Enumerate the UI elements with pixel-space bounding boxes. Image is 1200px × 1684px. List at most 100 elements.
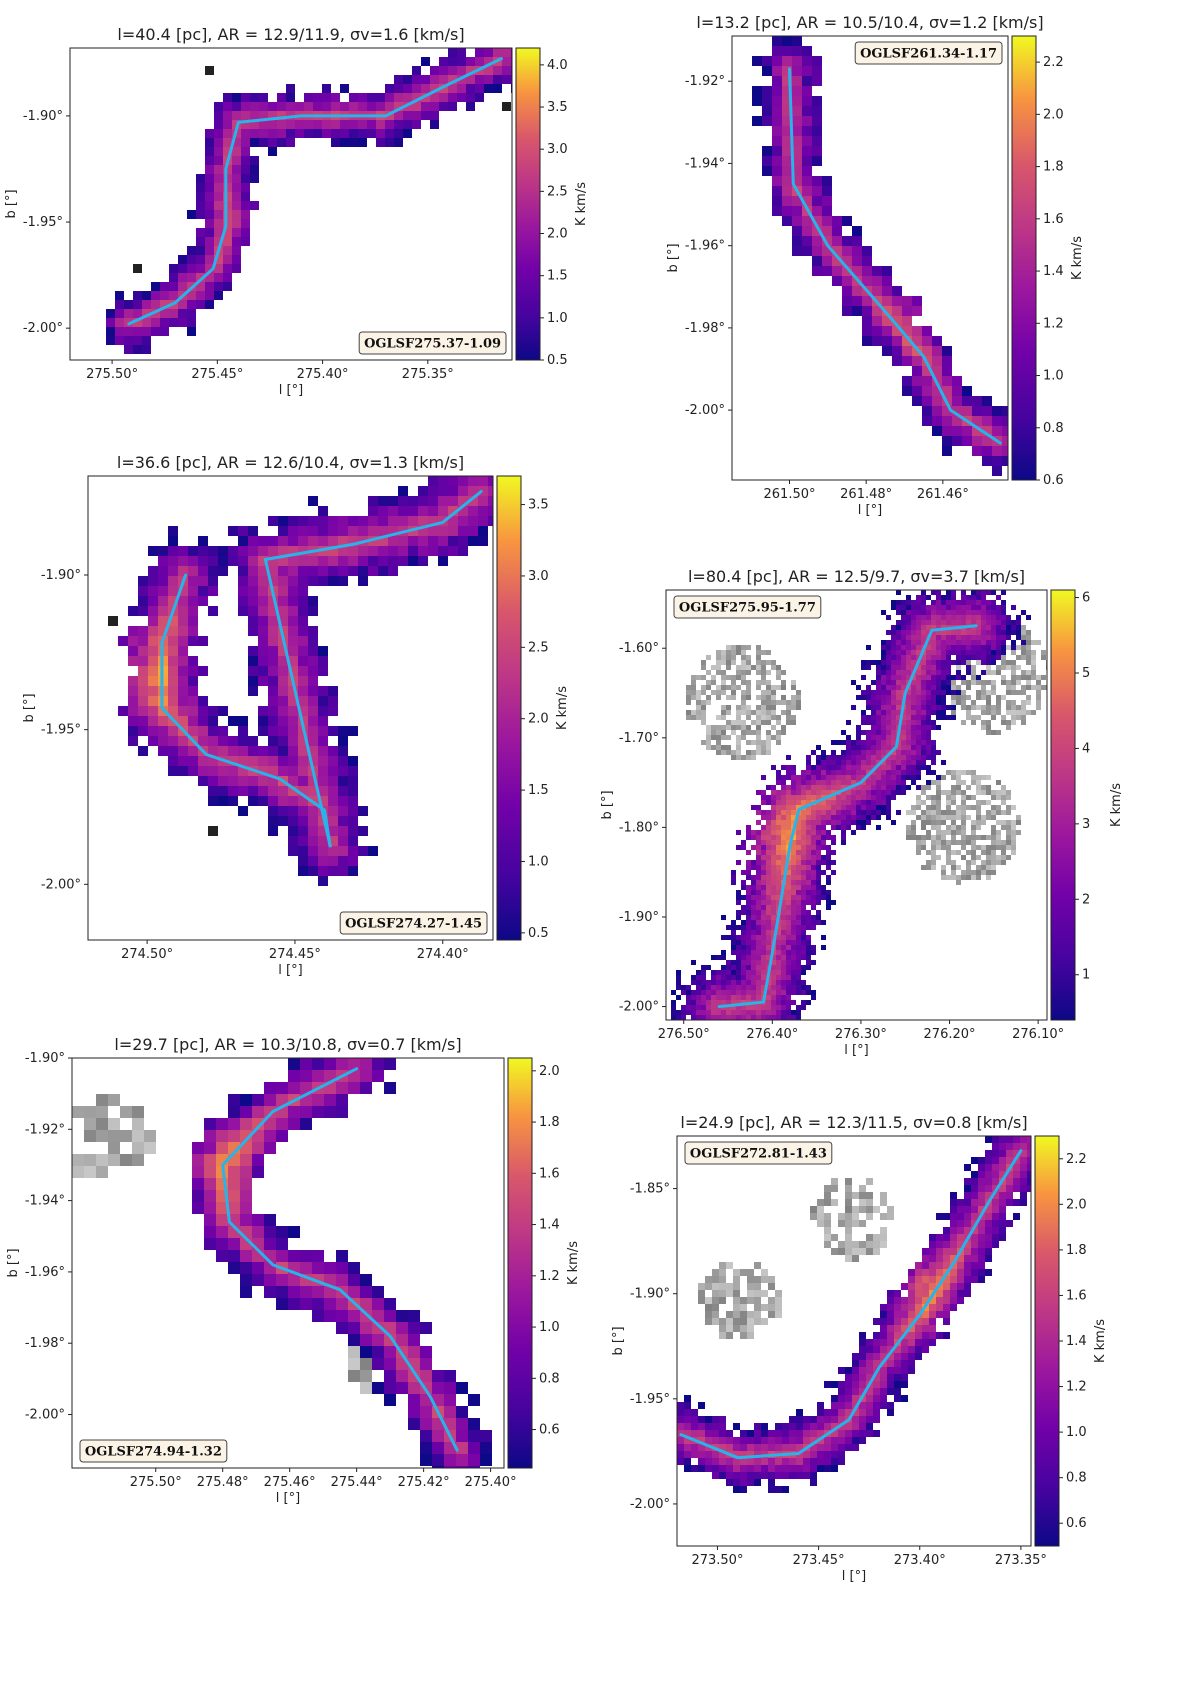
emission-cell [148,606,158,616]
emission-cell [1020,1143,1027,1150]
emission-cell [999,1220,1006,1227]
emission-cell [802,76,812,86]
emission-cell [421,111,430,120]
emission-cell [766,855,771,860]
emission-cell [861,785,866,790]
emission-cell [766,930,771,935]
emission-cell [756,910,761,915]
emission-cell [931,665,936,670]
emission-cell [151,318,160,327]
emission-cell [806,760,811,765]
background-cell [1006,700,1011,705]
emission-cell [961,600,966,605]
background-cell [991,845,996,850]
emission-cell [736,1015,741,1020]
emission-cell [288,566,298,576]
emission-cell [138,636,148,646]
emission-cell [250,138,259,147]
emission-cell [761,790,766,795]
emission-cell [456,1442,468,1454]
emission-cell [747,1430,754,1437]
emission-cell [751,965,756,970]
emission-cell [871,810,876,815]
emission-cell [761,845,766,850]
emission-cell [252,1106,264,1118]
emission-cell [751,920,756,925]
emission-cell [964,1269,971,1276]
background-cell [941,870,946,875]
x-tick-label: 276.50° [658,1027,710,1042]
emission-cell [238,536,248,546]
x-tick-label: 274.40° [417,947,469,962]
emission-cell [801,985,806,990]
emission-cell [789,1430,796,1437]
emission-cell [736,1010,741,1015]
chart-title: l=29.7 [pc], AR = 10.3/10.8, σv=0.7 [km/… [114,1035,461,1054]
background-cell [1011,720,1016,725]
background-cell [761,720,766,725]
emission-cell [911,715,916,720]
emission-cell [196,183,205,192]
emission-cell [932,406,942,416]
emission-cell [872,276,882,286]
emission-cell [277,129,286,138]
emission-cell [298,866,308,876]
emission-cell [214,192,223,201]
emission-cell [248,656,258,666]
emission-cell [931,760,936,765]
emission-cell [218,746,228,756]
emission-cell [238,566,248,576]
background-cell [726,1318,733,1325]
emission-cell [288,1058,300,1070]
emission-cell [205,183,214,192]
emission-cell [782,216,792,226]
emission-cell [931,705,936,710]
background-cell [1026,675,1031,680]
emission-cell [871,660,876,665]
emission-cell [228,736,238,746]
emission-cell [1001,600,1006,605]
emission-cell [756,875,761,880]
emission-cell [812,236,822,246]
emission-cell [232,192,241,201]
emission-cell [852,236,862,246]
emission-cell [861,755,866,760]
emission-cell [821,935,826,940]
emission-cell [223,102,232,111]
emission-cell [916,765,921,770]
background-cell [1026,685,1031,690]
background-cell [936,795,941,800]
background-cell [747,1318,754,1325]
emission-cell [322,102,331,111]
emission-cell [1027,1143,1031,1150]
emission-cell [950,1304,957,1311]
emission-cell [205,165,214,174]
emission-cell [986,635,991,640]
emission-cell [881,690,886,695]
background-cell [981,815,986,820]
background-cell [72,1154,84,1166]
emission-cell [696,1005,701,1010]
emission-cell [801,850,806,855]
emission-cell [488,496,493,506]
background-cell [96,1166,108,1178]
emission-cell [961,590,966,595]
emission-cell [691,1409,698,1416]
emission-cell [318,876,328,886]
emission-cell [896,605,901,610]
emission-cell [936,775,941,780]
emission-cell [385,120,394,129]
emission-cell [338,796,348,806]
emission-cell [762,146,772,156]
emission-cell [716,990,721,995]
emission-cell [133,345,142,354]
emission-cell [148,616,158,626]
emission-cell [768,1430,775,1437]
emission-cell [1001,640,1006,645]
emission-cell [991,660,996,665]
emission-cell [751,835,756,840]
emission-cell [816,865,821,870]
emission-cell [896,780,901,785]
chart-title: l=40.4 [pc], AR = 12.9/11.9, σv=1.6 [km/… [117,25,464,44]
emission-cell [204,1142,216,1154]
